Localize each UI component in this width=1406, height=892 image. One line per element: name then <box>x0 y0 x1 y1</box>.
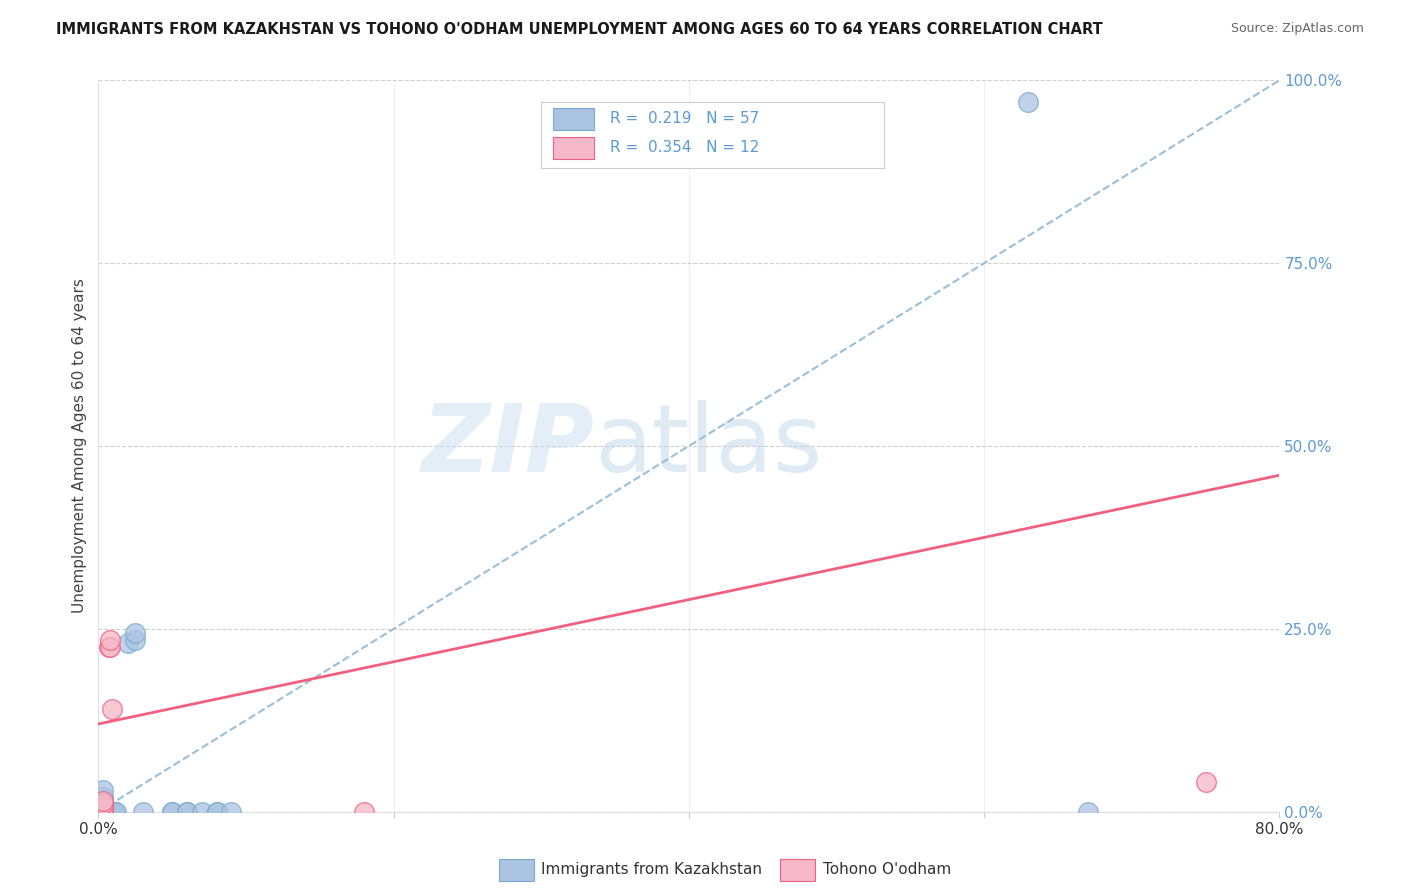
Point <box>91 805 114 819</box>
Point <box>98 640 121 655</box>
Point <box>91 805 114 819</box>
Point <box>205 805 228 819</box>
Point <box>97 640 120 655</box>
Point <box>104 805 127 819</box>
Point <box>94 805 117 819</box>
Point <box>91 805 114 819</box>
Point <box>91 805 114 819</box>
Point <box>91 805 114 819</box>
Point <box>91 801 114 815</box>
Text: R =  0.354   N = 12: R = 0.354 N = 12 <box>610 140 759 155</box>
Text: ZIP: ZIP <box>422 400 595 492</box>
Point <box>162 805 183 819</box>
Point <box>91 805 114 819</box>
Point <box>219 805 242 819</box>
Point <box>91 797 114 812</box>
Point <box>94 805 117 819</box>
Point <box>191 805 214 819</box>
FancyBboxPatch shape <box>553 137 595 160</box>
Point <box>124 632 146 647</box>
Point <box>98 805 121 819</box>
Point <box>91 805 114 819</box>
Point <box>97 805 120 819</box>
Text: Source: ZipAtlas.com: Source: ZipAtlas.com <box>1230 22 1364 36</box>
Point <box>91 805 114 819</box>
Point <box>91 805 114 819</box>
Point <box>353 805 375 819</box>
Text: Immigrants from Kazakhstan: Immigrants from Kazakhstan <box>541 863 762 877</box>
Y-axis label: Unemployment Among Ages 60 to 64 years: Unemployment Among Ages 60 to 64 years <box>72 278 87 614</box>
Point <box>103 805 125 819</box>
Point <box>91 782 114 797</box>
Point <box>124 625 146 640</box>
Point <box>93 805 115 819</box>
Point <box>103 805 125 819</box>
Point <box>91 797 114 812</box>
Point <box>91 805 114 819</box>
Point <box>91 805 114 819</box>
Point <box>94 805 117 819</box>
Point <box>105 805 128 819</box>
Point <box>91 805 114 819</box>
Point <box>91 805 114 819</box>
Point <box>91 805 114 819</box>
Point <box>93 805 115 819</box>
FancyBboxPatch shape <box>553 108 595 130</box>
FancyBboxPatch shape <box>541 103 884 168</box>
Point <box>117 636 139 650</box>
Point <box>97 805 120 819</box>
Point <box>1077 805 1099 819</box>
Point <box>100 805 122 819</box>
Point <box>91 794 114 808</box>
Point <box>93 805 115 819</box>
Point <box>91 805 114 819</box>
Point <box>98 632 121 647</box>
Point <box>91 805 114 819</box>
Point <box>91 790 114 805</box>
Point <box>98 805 121 819</box>
Point <box>1017 95 1039 110</box>
Text: Tohono O'odham: Tohono O'odham <box>823 863 950 877</box>
Point <box>91 805 114 819</box>
Point <box>91 805 114 819</box>
Point <box>162 805 183 819</box>
Point <box>176 805 198 819</box>
Point <box>132 805 155 819</box>
Point <box>91 794 114 808</box>
Point <box>176 805 198 819</box>
Point <box>100 702 122 716</box>
Point <box>91 801 114 815</box>
Point <box>91 805 114 819</box>
Point <box>91 805 114 819</box>
Point <box>205 805 228 819</box>
Point <box>91 805 114 819</box>
Point <box>91 805 114 819</box>
Point <box>91 805 114 819</box>
Point <box>1195 775 1218 789</box>
Text: IMMIGRANTS FROM KAZAKHSTAN VS TOHONO O'ODHAM UNEMPLOYMENT AMONG AGES 60 TO 64 YE: IMMIGRANTS FROM KAZAKHSTAN VS TOHONO O'O… <box>56 22 1102 37</box>
Text: atlas: atlas <box>595 400 823 492</box>
Point <box>96 805 118 819</box>
Point <box>91 805 114 819</box>
Point <box>91 805 114 819</box>
Text: R =  0.219   N = 57: R = 0.219 N = 57 <box>610 111 759 126</box>
